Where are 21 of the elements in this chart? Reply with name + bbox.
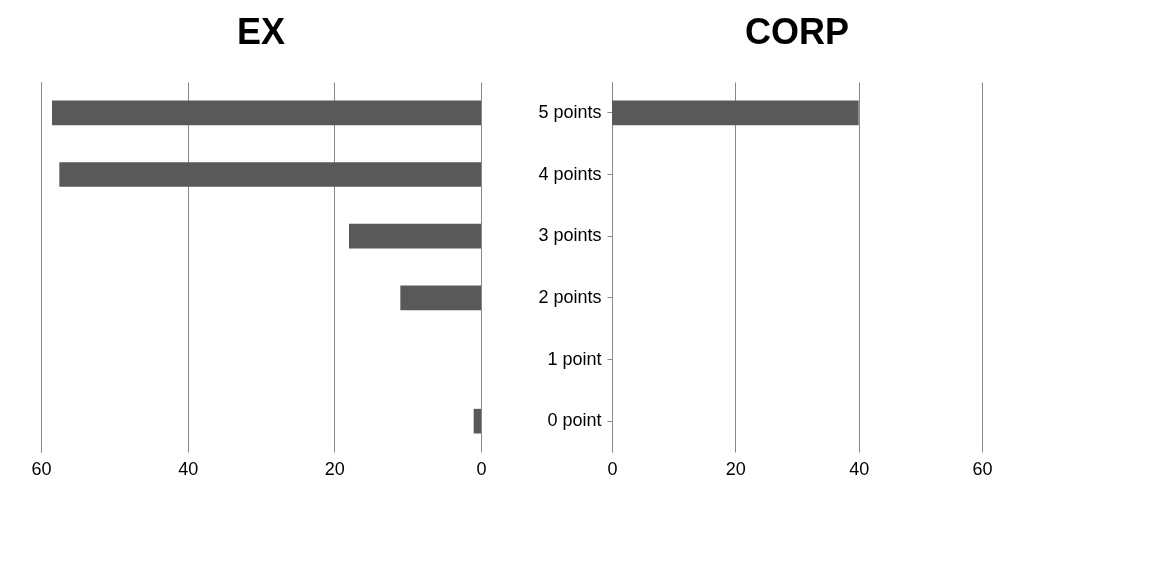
- y-tick-label: 2 points: [538, 286, 602, 307]
- x-tick-label: 60: [972, 458, 993, 479]
- x-tick-label: 0: [476, 458, 487, 479]
- bar: [473, 408, 481, 434]
- x-tick-label: 60: [31, 458, 52, 479]
- x-tick-label: 20: [324, 458, 345, 479]
- x-tick-label: 20: [725, 458, 746, 479]
- y-tick-label: 3 points: [538, 225, 602, 246]
- y-tick-label: 4 points: [538, 163, 602, 184]
- bar: [59, 162, 481, 187]
- y-tick-label: 5 points: [538, 101, 602, 122]
- x-tick-label: 40: [849, 458, 870, 479]
- y-tick-label: 0 point: [547, 410, 602, 431]
- chart-title: EX: [236, 11, 286, 52]
- y-tick-label: 1 point: [547, 348, 602, 369]
- bar: [349, 223, 481, 249]
- bar: [52, 100, 481, 126]
- bar: [400, 285, 481, 311]
- chart-title: CORP: [744, 11, 850, 52]
- x-tick-label: 40: [178, 458, 199, 479]
- x-tick-label: 0: [607, 458, 618, 479]
